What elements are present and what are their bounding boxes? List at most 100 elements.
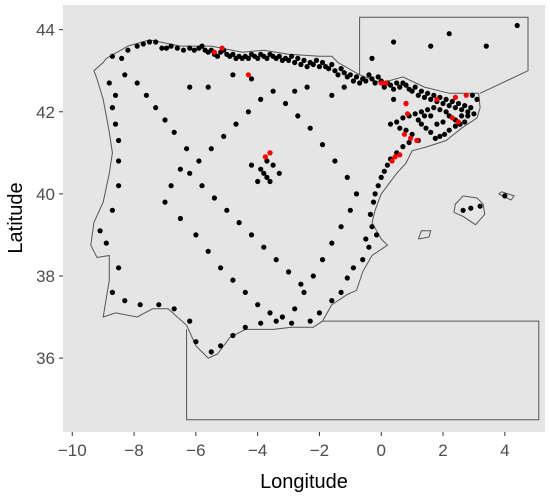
data-point — [205, 248, 211, 254]
data-point — [387, 121, 394, 127]
data-point — [437, 133, 443, 139]
data-point — [326, 66, 332, 72]
data-point — [219, 45, 225, 51]
data-point — [208, 146, 214, 152]
data-point — [412, 111, 418, 117]
data-point — [462, 119, 468, 125]
data-point — [109, 289, 115, 295]
y-axis-ticks: 36 38 40 42 44 — [36, 21, 63, 368]
data-point — [191, 47, 197, 53]
data-point — [372, 191, 378, 197]
data-point — [452, 105, 458, 111]
data-point — [116, 265, 122, 271]
data-point — [465, 109, 471, 115]
data-point — [350, 265, 356, 271]
data-point — [276, 170, 282, 176]
data-point — [273, 318, 279, 324]
data-point — [298, 281, 304, 287]
plot-region-outline — [186, 320, 540, 421]
points-layer — [97, 22, 520, 355]
mainland-coastline-outline — [90, 39, 481, 359]
mallorca-outline — [453, 195, 486, 226]
y-axis-title: Latitude — [5, 182, 27, 253]
data-point — [286, 57, 292, 64]
data-point — [109, 105, 115, 111]
data-point — [159, 45, 165, 51]
data-point — [255, 178, 261, 185]
data-point — [289, 53, 295, 59]
data-point — [350, 78, 356, 84]
data-point — [301, 289, 307, 295]
data-point — [134, 43, 140, 49]
data-point — [375, 74, 381, 80]
menorca-outline — [498, 191, 515, 201]
data-point — [230, 51, 236, 57]
x-tick-label: 4 — [500, 441, 509, 460]
data-point — [502, 193, 508, 199]
data-point — [468, 105, 474, 111]
data-point — [122, 72, 128, 78]
data-point — [440, 100, 446, 107]
data-point — [378, 174, 384, 180]
data-point — [347, 207, 353, 213]
data-point — [409, 88, 415, 94]
data-point — [455, 119, 462, 125]
data-point — [369, 224, 375, 230]
data-point — [187, 318, 193, 324]
data-point — [116, 137, 122, 144]
data-point — [168, 43, 174, 49]
data-point — [332, 158, 338, 164]
data-point — [446, 31, 452, 37]
data-point — [394, 80, 400, 86]
data-point — [109, 53, 115, 59]
data-point — [366, 244, 372, 250]
data-point — [214, 53, 221, 59]
data-point — [391, 39, 397, 45]
data-point — [341, 70, 347, 76]
data-point — [146, 39, 153, 45]
x-tick-label: 2 — [438, 441, 447, 460]
data-point — [363, 78, 369, 84]
data-point — [193, 232, 199, 238]
data-point — [230, 277, 236, 283]
data-point — [446, 103, 452, 109]
data-point — [483, 43, 489, 49]
data-point — [443, 96, 449, 102]
data-point — [341, 84, 347, 90]
data-point — [230, 332, 236, 339]
data-point — [276, 53, 282, 59]
data-point — [295, 113, 301, 119]
data-point — [329, 92, 335, 98]
data-point — [446, 127, 452, 133]
data-point — [431, 105, 437, 111]
data-point — [319, 142, 326, 148]
data-point — [292, 59, 298, 66]
data-point — [264, 158, 270, 164]
data-point — [403, 82, 409, 88]
data-point — [391, 86, 397, 92]
data-point — [162, 199, 168, 205]
data-point — [119, 55, 125, 62]
data-point — [184, 146, 190, 152]
coastline-layer — [90, 16, 540, 421]
data-point — [180, 47, 187, 53]
data-point — [106, 80, 112, 86]
data-point — [248, 162, 255, 168]
data-point — [143, 92, 149, 98]
data-point — [174, 45, 180, 51]
data-point — [242, 324, 248, 330]
data-point — [387, 82, 394, 88]
data-point — [125, 47, 131, 53]
data-point — [463, 92, 469, 98]
data-point — [211, 49, 217, 55]
data-point — [224, 207, 230, 213]
data-point — [474, 96, 480, 102]
data-point — [156, 302, 162, 308]
data-point — [381, 84, 387, 90]
data-point — [389, 158, 395, 164]
data-point — [468, 205, 474, 211]
data-point — [338, 289, 344, 295]
x-tick-label: 0 — [377, 441, 386, 460]
data-point — [298, 61, 304, 68]
data-point — [116, 158, 122, 164]
